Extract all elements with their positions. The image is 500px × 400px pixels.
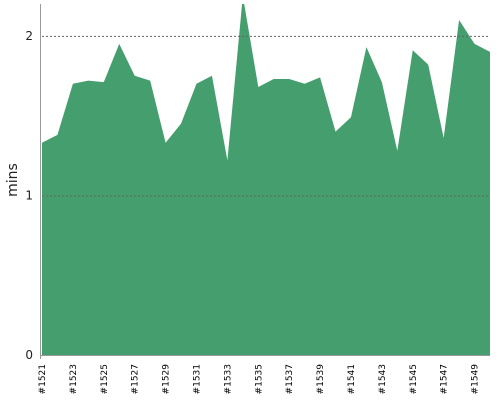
- x-tick-label-1547: #1547: [440, 364, 450, 394]
- x-tick-label-1545: #1545: [409, 364, 419, 394]
- x-tick-label-1529: #1529: [162, 364, 172, 395]
- x-tick-label-1523: #1523: [69, 364, 79, 394]
- series-layer: [42, 4, 490, 355]
- y-tick-label-2: 2: [25, 29, 33, 43]
- x-tick-label-1549: #1549: [471, 364, 481, 395]
- y-tick-label-0: 0: [25, 348, 33, 362]
- x-tick-label-1535: #1535: [254, 364, 264, 394]
- x-tick-label-1527: #1527: [131, 364, 141, 394]
- x-tick-label-1521: #1521: [38, 364, 48, 394]
- x-tick-label-1525: #1525: [100, 364, 110, 394]
- y-axis-label: mins: [5, 163, 21, 197]
- series-area: [42, 4, 490, 355]
- x-tick-label-1531: #1531: [192, 364, 202, 394]
- x-tick-labels: #1521 #1523 #1525 #1527 #1529 #1531 #1533 #1535…: [38, 364, 481, 395]
- x-tick-label-1543: #1543: [378, 364, 388, 394]
- x-tick-label-1537: #1537: [285, 364, 295, 394]
- y-tick-label-1: 1: [25, 188, 33, 202]
- x-tick-label-1539: #1539: [316, 364, 326, 395]
- axes: [40, 4, 490, 359]
- x-tick-label-1533: #1533: [223, 364, 233, 394]
- x-tick-label-1541: #1541: [347, 364, 357, 394]
- y-tick-labels: 0 1 2: [25, 29, 33, 362]
